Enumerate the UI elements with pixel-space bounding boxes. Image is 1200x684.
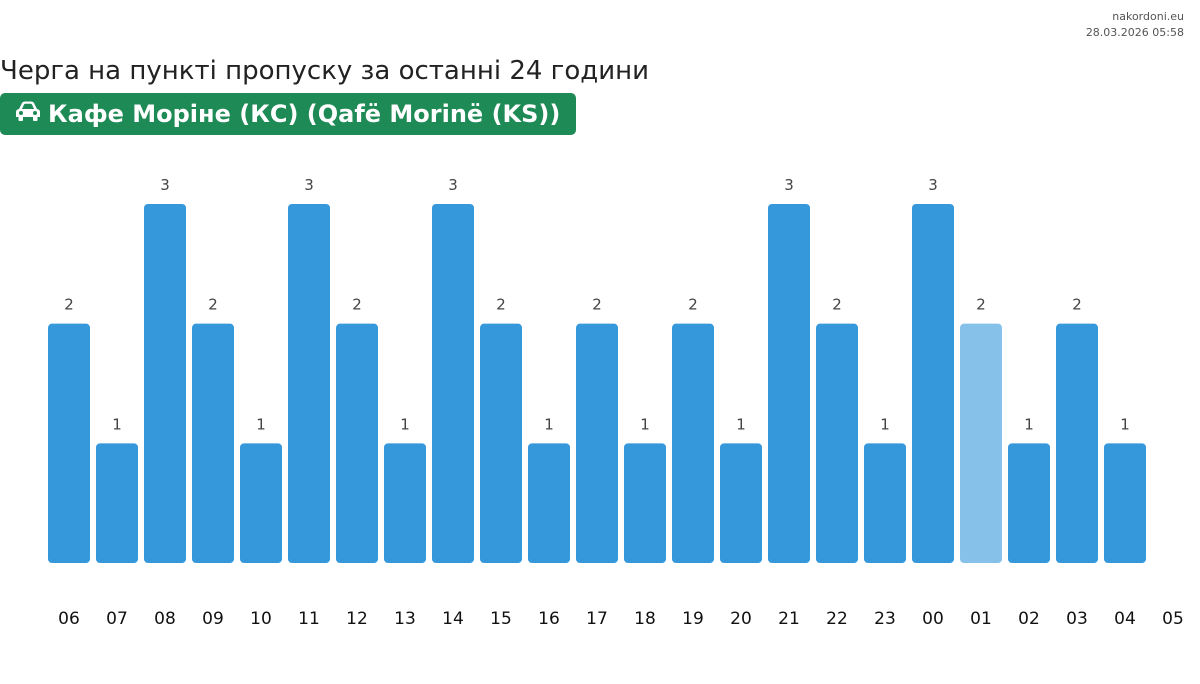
data-label-19: 2: [688, 296, 698, 314]
bar-14[interactable]: [432, 204, 474, 563]
bar-03[interactable]: [1056, 323, 1098, 563]
x-tick-07: 07: [106, 609, 128, 629]
checkpoint-badge[interactable]: Кафе Моріне (КС) (Qafë Morinë (KS)): [0, 93, 577, 135]
bar-02[interactable]: [1008, 443, 1050, 563]
bar-20[interactable]: [720, 443, 762, 563]
checkpoint-name: Кафе Моріне (КС) (Qafë Morinë (KS)): [48, 100, 561, 128]
x-tick-15: 15: [490, 609, 512, 629]
x-tick-00: 00: [922, 609, 944, 629]
x-tick-08: 08: [154, 609, 176, 629]
x-tick-01: 01: [970, 609, 992, 629]
bar-17[interactable]: [576, 323, 618, 563]
bar-16[interactable]: [528, 443, 570, 563]
site-name: nakordoni.eu: [1112, 10, 1184, 23]
data-label-15: 2: [496, 296, 506, 314]
bar-22[interactable]: [816, 323, 858, 563]
data-label-23: 1: [880, 415, 890, 433]
x-tick-10: 10: [250, 609, 272, 629]
data-label-08: 3: [160, 176, 170, 194]
x-tick-18: 18: [634, 609, 656, 629]
x-tick-06: 06: [58, 609, 80, 629]
data-label-04: 1: [1120, 415, 1130, 433]
data-label-09: 2: [208, 296, 218, 314]
bar-08[interactable]: [144, 204, 186, 563]
data-label-21: 3: [784, 176, 794, 194]
bar-18[interactable]: [624, 443, 666, 563]
data-label-02: 1: [1024, 415, 1034, 433]
x-tick-09: 09: [202, 609, 224, 629]
bar-12[interactable]: [336, 323, 378, 563]
bar-04[interactable]: [1104, 443, 1146, 563]
data-label-16: 1: [544, 415, 554, 433]
x-tick-04: 04: [1114, 609, 1136, 629]
bar-09[interactable]: [192, 323, 234, 563]
data-label-06: 2: [64, 296, 74, 314]
bar-19[interactable]: [672, 323, 714, 563]
bar-01[interactable]: [960, 323, 1002, 563]
bar-10[interactable]: [240, 443, 282, 563]
x-tick-19: 19: [682, 609, 704, 629]
x-tick-11: 11: [298, 609, 320, 629]
x-tick-14: 14: [442, 609, 464, 629]
x-tick-23: 23: [874, 609, 896, 629]
data-label-03: 2: [1072, 296, 1082, 314]
x-tick-21: 21: [778, 609, 800, 629]
x-tick-16: 16: [538, 609, 560, 629]
x-tick-05: 05: [1162, 609, 1184, 629]
data-label-01: 2: [976, 296, 986, 314]
timestamp: 28.03.2026 05:58: [1085, 26, 1184, 39]
data-label-13: 1: [400, 415, 410, 433]
data-label-20: 1: [736, 415, 746, 433]
x-tick-17: 17: [586, 609, 608, 629]
bar-06[interactable]: [48, 323, 90, 563]
bar-11[interactable]: [288, 204, 330, 563]
page-title: Черга на пункті пропуску за останні 24 г…: [0, 56, 650, 86]
data-label-12: 2: [352, 296, 362, 314]
bar-00[interactable]: [912, 204, 954, 563]
data-label-00: 3: [928, 176, 938, 194]
data-label-18: 1: [640, 415, 650, 433]
data-label-07: 1: [112, 415, 122, 433]
x-tick-13: 13: [394, 609, 416, 629]
bar-21[interactable]: [768, 204, 810, 563]
x-tick-12: 12: [346, 609, 368, 629]
bar-23[interactable]: [864, 443, 906, 563]
data-label-10: 1: [256, 415, 266, 433]
data-label-17: 2: [592, 296, 602, 314]
data-label-11: 3: [304, 176, 314, 194]
site-info: nakordoni.eu 28.03.2026 05:58: [1086, 9, 1184, 41]
car-icon: [14, 100, 42, 128]
x-tick-02: 02: [1018, 609, 1040, 629]
x-tick-03: 03: [1066, 609, 1088, 629]
bar-07[interactable]: [96, 443, 138, 563]
bar-15[interactable]: [480, 323, 522, 563]
data-label-14: 3: [448, 176, 458, 194]
x-tick-22: 22: [826, 609, 848, 629]
data-label-22: 2: [832, 296, 842, 314]
x-tick-20: 20: [730, 609, 752, 629]
bar-13[interactable]: [384, 443, 426, 563]
